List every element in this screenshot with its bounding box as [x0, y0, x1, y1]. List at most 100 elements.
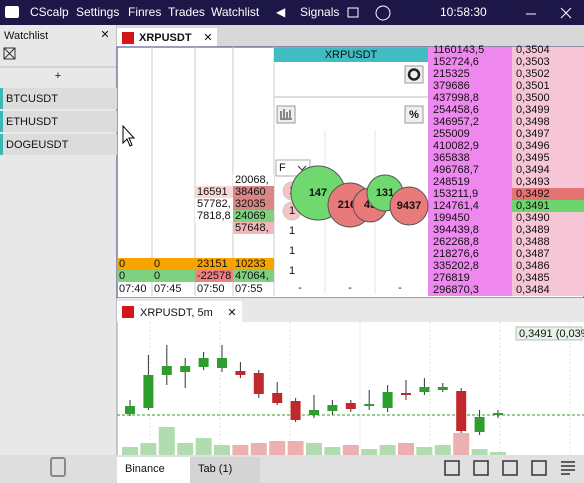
- book-volume: 254458,6: [433, 104, 479, 116]
- time-label: 07:40: [119, 283, 147, 295]
- price-label-box: [515, 326, 583, 341]
- trade-value: 57648,: [235, 222, 269, 234]
- total-value: 10233: [235, 258, 266, 270]
- add-button[interactable]: +: [55, 70, 61, 82]
- menu-arrow: ◀: [276, 5, 286, 19]
- cluster-footer: -: [348, 282, 352, 294]
- volume-bar: [490, 452, 506, 455]
- clock: 10:58:30: [440, 5, 487, 19]
- active-tab[interactable]: [117, 28, 217, 47]
- trade-value: 24069: [235, 210, 266, 222]
- book-price: 0,3489: [516, 224, 550, 236]
- dropdown-arrow: [297, 165, 307, 171]
- book-price: 0,3484: [516, 284, 550, 296]
- total-value: 0: [154, 270, 160, 282]
- signals[interactable]: Signals: [300, 5, 339, 19]
- footer-tab-active[interactable]: [117, 457, 190, 483]
- book-price: 0,3502: [516, 68, 550, 80]
- close-window[interactable]: [560, 7, 572, 19]
- menu-item[interactable]: Watchlist: [211, 5, 260, 19]
- candle-body: [125, 406, 135, 414]
- candle-body: [456, 391, 467, 431]
- app-logo: [5, 6, 19, 18]
- toolbar-icons[interactable]: [444, 460, 575, 476]
- candle-body: [493, 413, 503, 415]
- trade-cell: [195, 186, 233, 198]
- tab-close[interactable]: ✕: [203, 32, 212, 44]
- watchlist-row[interactable]: [0, 88, 117, 109]
- watchlist-row[interactable]: [0, 111, 117, 132]
- trade-cell: [233, 222, 274, 234]
- total-cell: [117, 270, 152, 282]
- book-volume: 248519: [433, 176, 470, 188]
- time-label: 07:55: [235, 283, 263, 295]
- candle-body: [309, 410, 319, 415]
- book-price: 0,3488: [516, 236, 550, 248]
- book-price: 0,3490: [516, 212, 550, 224]
- chart-tab-color: [122, 306, 134, 318]
- level-value: 1: [289, 265, 295, 277]
- volume-bar: [195, 438, 212, 455]
- tab-color: [122, 32, 134, 44]
- chart-tab-close[interactable]: ✕: [227, 307, 236, 319]
- footer-tab[interactable]: [190, 457, 260, 483]
- volume-bar: [140, 443, 157, 455]
- watchlist-row[interactable]: [0, 134, 117, 155]
- book-price: 0,3496: [516, 140, 550, 152]
- volume-bar: [361, 449, 378, 455]
- volume-bar: [471, 449, 488, 455]
- total-cell: [233, 270, 274, 282]
- menu-item[interactable]: Finres: [128, 5, 161, 19]
- close-button[interactable]: ✕: [100, 29, 109, 41]
- trade-value: 7818,8: [197, 210, 231, 222]
- candle-body: [290, 401, 301, 420]
- total-cell: [195, 270, 233, 282]
- volume-bar: [306, 443, 322, 455]
- trade-value: 20068,: [235, 174, 269, 186]
- watchlist-item: BTCUSDT: [6, 93, 58, 105]
- volume-column: [428, 47, 512, 296]
- watchlist-marker: [0, 88, 3, 109]
- candle-body: [198, 358, 209, 367]
- book-volume: 365838: [433, 152, 470, 164]
- trade-cell: [233, 198, 274, 210]
- watchlist-item: DOGEUSDT: [6, 139, 69, 151]
- volume-bar: [434, 445, 451, 455]
- time-label: 07:45: [154, 283, 182, 295]
- tab-strip: [117, 25, 584, 47]
- help-icon[interactable]: [375, 5, 391, 21]
- candle-body: [345, 403, 356, 409]
- trade-value: 32035: [235, 198, 266, 210]
- trade-cell: [195, 210, 233, 222]
- level-value: 1: [289, 225, 295, 237]
- menu-bar: [0, 0, 584, 25]
- trade-columns: [151, 47, 275, 296]
- candle-body: [253, 373, 264, 394]
- chart-button[interactable]: [276, 105, 296, 124]
- volume-bar: [398, 443, 414, 455]
- footer-tab[interactable]: Binance: [125, 463, 165, 475]
- volume-bar: [122, 447, 138, 455]
- candle-body: [364, 404, 375, 406]
- volume-bar: [453, 433, 470, 455]
- total-value: 0: [119, 258, 125, 270]
- book-volume: 1160143,5: [433, 44, 484, 56]
- checkbox-icon[interactable]: [3, 47, 16, 60]
- filter-label[interactable]: F: [279, 162, 286, 174]
- footer-tab[interactable]: Tab (1): [198, 463, 232, 475]
- menu-item[interactable]: Trades: [168, 5, 205, 19]
- chart-tab[interactable]: [117, 301, 242, 322]
- book-price: 0,3504: [516, 44, 550, 56]
- book-volume: 410082,9: [433, 140, 479, 152]
- percent-button[interactable]: [404, 105, 424, 124]
- total-cell: [195, 258, 233, 270]
- trash-icon[interactable]: [50, 457, 66, 477]
- candle-body: [143, 375, 154, 408]
- trade-cell: [233, 186, 274, 198]
- book-volume: 335202,8: [433, 260, 479, 272]
- book-price: 0,3497: [516, 128, 550, 140]
- watchlist-marker: [0, 111, 3, 132]
- menu-item[interactable]: Settings: [76, 5, 119, 19]
- book-price: 0,3494: [516, 164, 550, 176]
- window-icon[interactable]: [347, 7, 359, 18]
